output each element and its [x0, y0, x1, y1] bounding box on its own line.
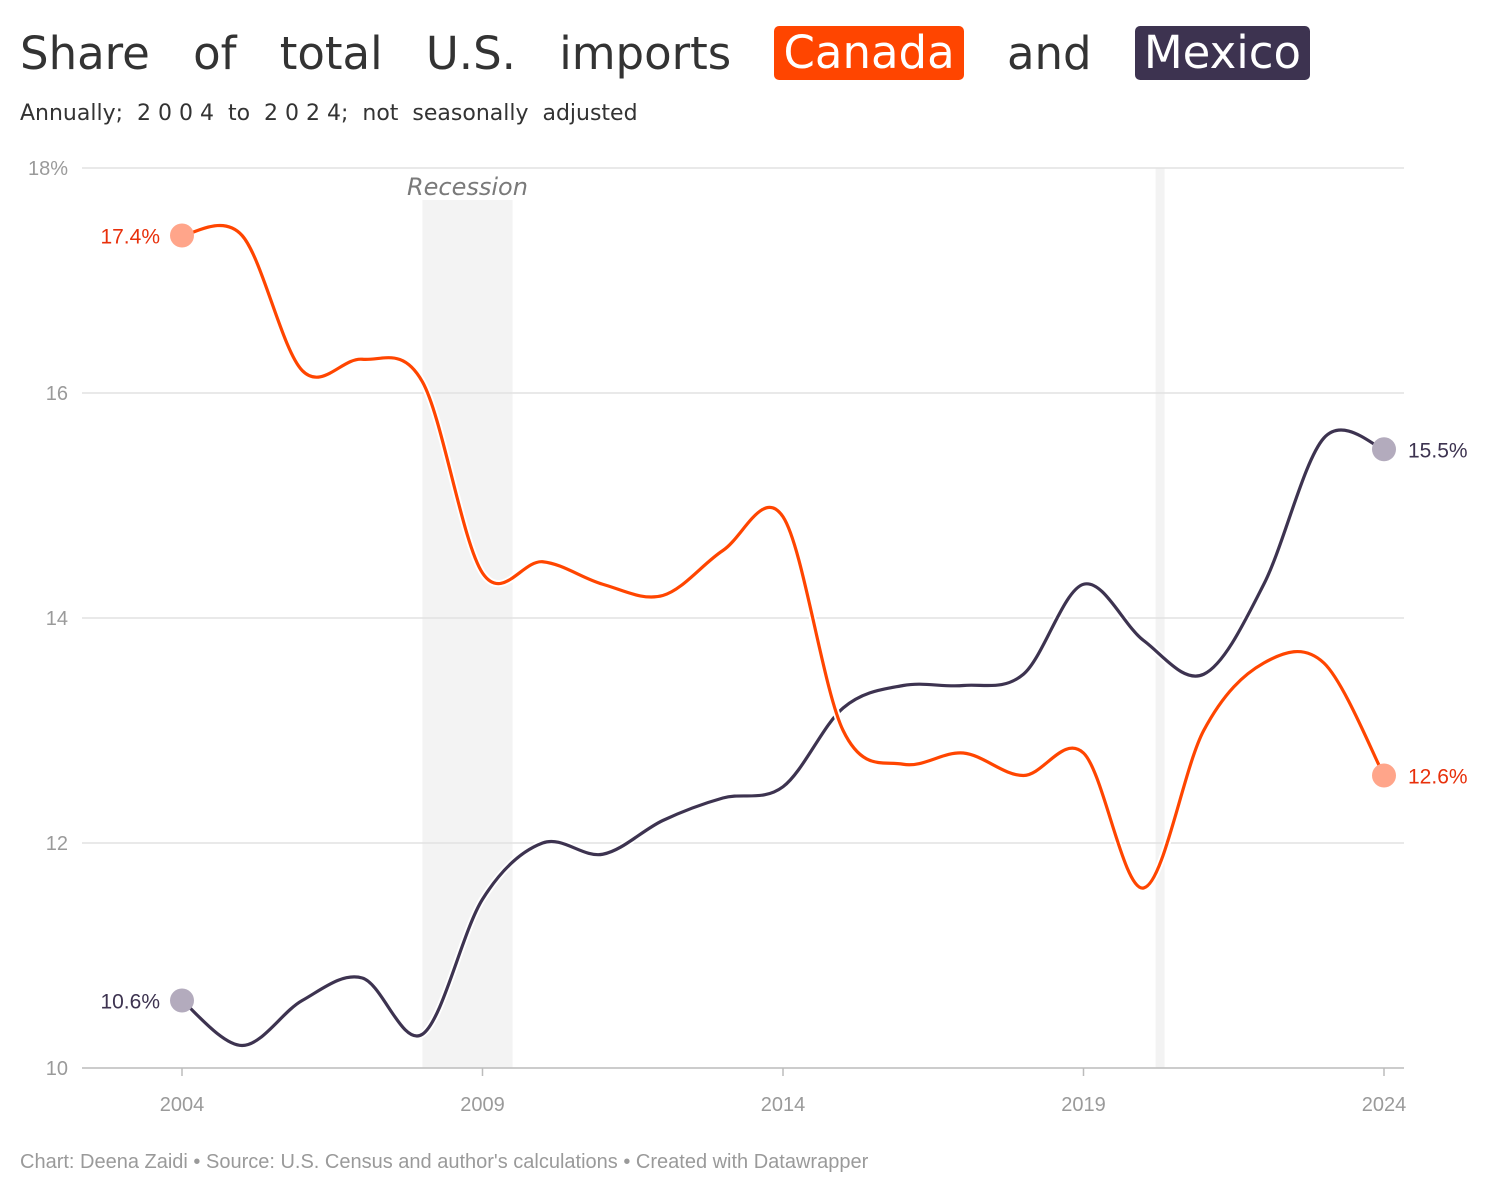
series-lines	[178, 222, 1388, 1050]
canada-end-dot	[170, 223, 194, 248]
y-tick-label: 18%	[28, 158, 68, 180]
title-word: U.S.	[425, 26, 516, 80]
line-chart: Recession 10 12 14 16 18% 2004 2009 2014 2019 202…	[28, 158, 1468, 1116]
title-canada-highlight: Canada	[774, 26, 964, 80]
x-tick-label: 2014	[761, 1094, 806, 1116]
mexico-end-dot	[170, 988, 194, 1013]
canada-value-label: 17.4%	[100, 226, 160, 249]
x-tick-label: 2019	[1061, 1094, 1106, 1116]
chart-title: Share of total U.S. imports Canada and M…	[20, 22, 1310, 84]
title-word: imports	[559, 26, 732, 80]
x-tick-label: 2004	[160, 1094, 205, 1116]
recession-label: Recession	[407, 173, 528, 201]
x-tick-label: 2024	[1362, 1094, 1407, 1116]
chart-footer: Chart: Deena Zaidi • Source: U.S. Census…	[20, 1151, 869, 1173]
canada-value-label: 12.6%	[1408, 766, 1468, 789]
mexico-value-label: 15.5%	[1408, 439, 1468, 462]
mexico-value-label: 10.6%	[100, 991, 160, 1014]
title-mexico-highlight: Mexico	[1134, 26, 1310, 80]
canada-end-dot	[1372, 763, 1396, 788]
canada-series-line	[180, 223, 1386, 890]
axes: 10 12 14 16 18% 2004 2009 2014 2019 2024	[28, 158, 1406, 1116]
data-labels: 17.4% 10.6% 12.6% 15.5%	[100, 223, 1468, 1014]
gridlines	[82, 167, 1404, 844]
chart-subtitle: Annually; 2 0 0 4 to 2 0 2 4; not season…	[20, 101, 638, 126]
title-word: total	[279, 26, 383, 80]
y-tick-label: 10	[46, 1058, 68, 1080]
title-word: and	[1006, 26, 1092, 80]
title-word: Share	[20, 26, 150, 80]
mexico-series-line	[180, 428, 1386, 1048]
x-tick-label: 2009	[460, 1094, 505, 1116]
y-tick-label: 12	[46, 833, 68, 855]
y-tick-label: 16	[46, 383, 68, 405]
mexico-end-dot	[1372, 437, 1396, 462]
title-word: of	[193, 26, 237, 80]
y-tick-label: 14	[46, 608, 68, 630]
